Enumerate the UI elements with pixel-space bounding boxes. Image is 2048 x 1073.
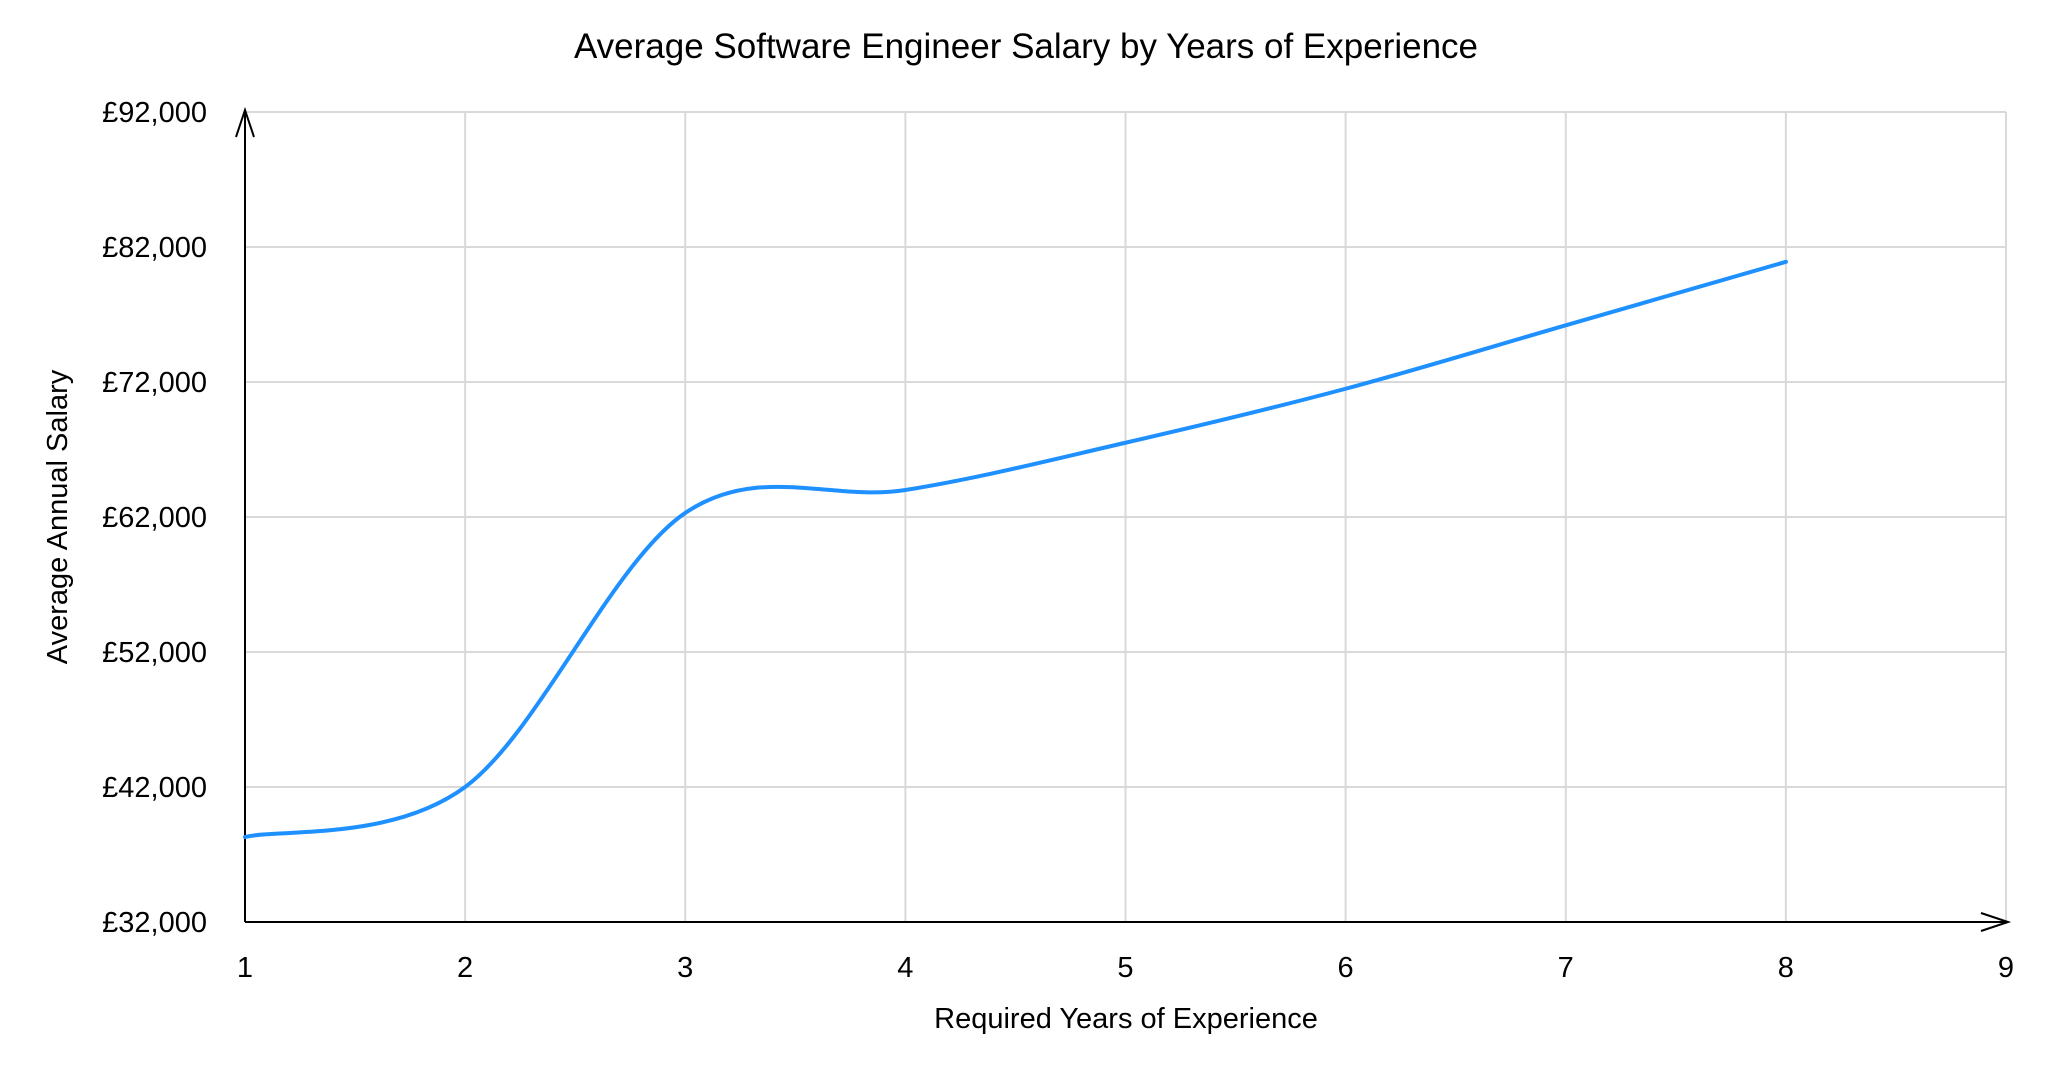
x-tick-label: 1 [237,952,253,984]
y-tick-label: £92,000 [102,97,207,129]
y-tick-label: £52,000 [102,637,207,669]
y-axis-label: Average Annual Salary [42,369,74,664]
x-tick-label: 2 [457,952,473,984]
chart-title: Average Software Engineer Salary by Year… [574,27,1478,66]
y-tick-labels: £32,000 £42,000 £52,000 £62,000 £72,000 £82,0… [102,97,207,939]
x-tick-label: 6 [1338,952,1354,984]
x-tick-label: 3 [677,952,693,984]
y-axis-arrow-icon [235,106,255,138]
x-tick-label: 7 [1558,952,1574,984]
axes [235,106,2012,932]
y-tick-label: £72,000 [102,367,207,399]
y-tick-label: £32,000 [102,907,207,939]
series-layer [243,259,1788,839]
x-tick-label: 4 [897,952,913,984]
x-tick-label: 5 [1117,952,1133,984]
x-axis-arrow-icon [1980,912,2012,932]
x-tick-labels: 1 2 3 4 5 6 7 8 9 [237,952,2014,984]
grid [245,111,2007,922]
y-tick-label: £82,000 [102,232,207,264]
x-tick-label: 8 [1778,952,1794,984]
series-line [243,259,1788,839]
y-tick-label: £62,000 [102,502,207,534]
x-tick-label: 9 [1998,952,2014,984]
x-axis-label: Required Years of Experience [934,1003,1318,1035]
y-tick-label: £42,000 [102,772,207,804]
